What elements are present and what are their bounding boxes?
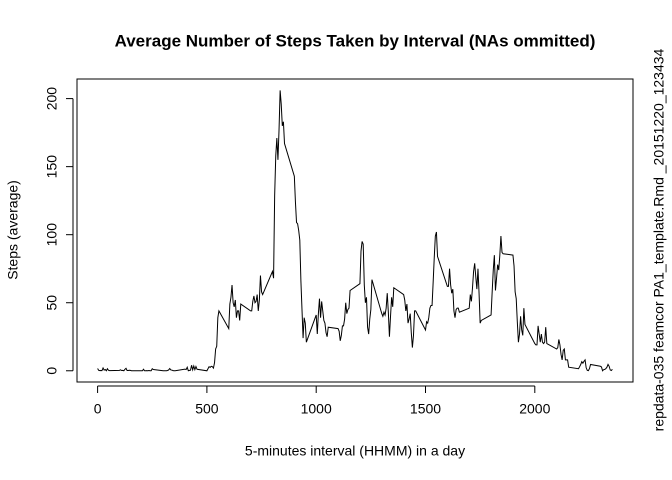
x-tick-label: 1000 [301,401,332,417]
y-tick-label: 50 [44,295,60,311]
y-tick-label: 200 [44,87,60,111]
x-tick-label: 500 [195,401,219,417]
x-tick-label: 2000 [519,401,550,417]
y-tick-label: 0 [44,367,60,375]
x-tick-label: 1500 [410,401,441,417]
data-line [97,90,613,372]
y-tick-label: 100 [44,223,60,247]
y-axis-label: Steps (average) [5,180,21,280]
chart-title: Average Number of Steps Taken by Interva… [115,31,596,50]
y-tick-label: 150 [44,155,60,179]
x-tick-label: 0 [94,401,102,417]
side-note: repdata-035 feamcor PA1_template.Rmd _20… [651,48,667,431]
x-axis-label: 5-minutes interval (HHMM) in a day [245,443,465,459]
plot-box [76,78,634,383]
